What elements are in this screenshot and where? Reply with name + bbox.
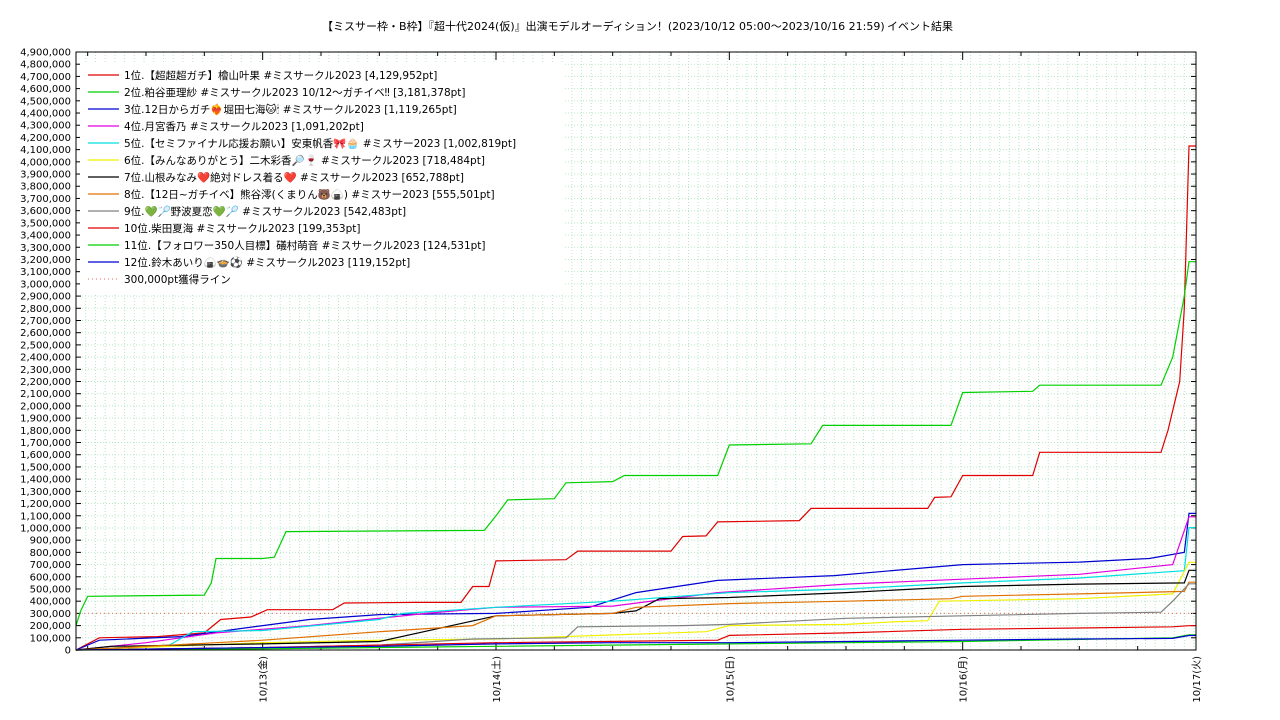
y-tick-label: 400,000	[30, 597, 71, 608]
y-tick-label: 1,100,000	[20, 511, 71, 522]
series-line-6	[75, 561, 1196, 651]
y-tick-label: 4,700,000	[20, 72, 71, 83]
y-tick-label: 2,500,000	[20, 340, 71, 351]
y-tick-label: 3,200,000	[20, 255, 71, 266]
y-tick-label: 4,900,000	[20, 48, 71, 59]
legend-entry-11: 11位.【フォロワー350人目標】礒村萌音 #ミスサークル2023 [124,5…	[124, 239, 486, 252]
series-line-12	[75, 634, 1196, 651]
y-tick-label: 1,700,000	[20, 438, 71, 449]
x-tick-label: 10/17(火)	[1191, 656, 1203, 703]
y-tick-label: 4,000,000	[20, 157, 71, 168]
y-tick-label: 800,000	[30, 548, 71, 559]
legend-entry-1: 1位.【超超超ガチ】檜山叶果 #ミスサークル2023 [4,129,952pt]	[124, 69, 437, 82]
legend-entry-4: 4位.月宮香乃 #ミスサークル2023 [1,091,202pt]	[124, 120, 364, 133]
y-tick-label: 4,600,000	[20, 84, 71, 95]
series-line-1	[75, 145, 1196, 651]
y-tick-label: 3,400,000	[20, 231, 71, 242]
plot-frame	[75, 51, 1197, 651]
y-tick-label: 1,500,000	[20, 462, 71, 473]
y-tick-label: 900,000	[30, 536, 71, 547]
y-tick-label: 1,300,000	[20, 487, 71, 498]
series-lines	[75, 145, 1196, 651]
y-tick-label: 3,700,000	[20, 194, 71, 205]
x-tick-label: 10/16(月)	[958, 656, 970, 703]
y-tick-label: 4,200,000	[20, 133, 71, 144]
y-tick-label: 1,800,000	[20, 426, 71, 437]
legend: 1位.【超超超ガチ】檜山叶果 #ミスサークル2023 [4,129,952pt]…	[80, 62, 565, 294]
legend-entry-6: 6位.【みんなありがとう】二木彩香🔎🍷 #ミスサークル2023 [718,484…	[124, 153, 485, 167]
x-tick-label: 10/13(金)	[257, 656, 270, 703]
y-tick-label: 3,900,000	[20, 170, 71, 181]
legend-entry-12: 12位.鈴木あいり🍙🍲⚽ #ミスサークル2023 [119,152pt]	[124, 256, 410, 269]
y-tick-label: 3,800,000	[20, 182, 71, 193]
y-tick-label: 2,800,000	[20, 304, 71, 315]
y-tick-label: 300,000	[30, 609, 71, 620]
series-line-7	[75, 569, 1196, 651]
legend-entry-7: 7位.山根みなみ❤️絶対ドレス着る❤️ #ミスサークル2023 [652,788…	[124, 171, 464, 184]
y-tick-label: 1,200,000	[20, 499, 71, 510]
y-tick-label: 1,900,000	[20, 414, 71, 425]
y-tick-label: 1,400,000	[20, 475, 71, 486]
series-line-9	[75, 583, 1196, 651]
legend-box	[80, 62, 565, 294]
y-tick-label: 3,600,000	[20, 206, 71, 217]
y-tick-label: 4,800,000	[20, 60, 71, 71]
y-tick-label: 500,000	[30, 584, 71, 595]
x-tick-label: 10/14(土)	[490, 656, 503, 703]
y-tick-label: 2,400,000	[20, 353, 71, 364]
y-tick-label: 700,000	[30, 560, 71, 571]
y-tick-label: 3,000,000	[20, 279, 71, 290]
legend-entry-2: 2位.粕谷亜理紗 #ミスサークル2023 10/12〜ガチイベ‼ [3,181,…	[124, 86, 466, 99]
chart-title: 【ミスサー枠・B枠】『超十代2024(仮)』出演モデルオーディション！(2023…	[322, 19, 885, 33]
y-tick-label: 2,700,000	[20, 316, 71, 327]
series-line-10	[75, 625, 1196, 651]
y-tick-label: 4,100,000	[20, 145, 71, 156]
series-line-8	[75, 581, 1196, 651]
y-tick-label: 4,500,000	[20, 96, 71, 107]
legend-entry-13: 300,000pt獲得ライン	[124, 273, 231, 286]
y-tick-label: 2,000,000	[20, 401, 71, 412]
legend-entry-10: 10位.柴田夏海 #ミスサークル2023 [199,353pt]	[124, 222, 360, 235]
legend-entry-8: 8位.【12日~ガチイベ】熊谷澪(くまりん🐻🍙) #ミスサー2023 [555,…	[124, 188, 495, 201]
x-axis: 10/13(金) 10/14(土) 10/15(日) 10/16(月) 10/17(火)	[87, 52, 1203, 703]
chart-subtitle: イベント結果	[887, 19, 953, 33]
y-tick-label: 600,000	[30, 572, 71, 583]
legend-entry-3: 3位.12日からガチ❤‍🔥堀田七海🐱🕯 #ミスサークル2023 [1,119,2…	[124, 103, 457, 116]
series-line-11	[75, 634, 1196, 651]
y-tick-label: 2,900,000	[20, 292, 71, 303]
legend-entry-9: 9位.💚🏸野波夏恋💚🏸 #ミスサークル2023 [542,483pt]	[124, 204, 406, 218]
y-tick-label: 0	[65, 646, 71, 657]
y-tick-label: 200,000	[30, 621, 71, 632]
y-tick-label: 2,100,000	[20, 389, 71, 400]
y-tick-label: 1,600,000	[20, 450, 71, 461]
series-line-5	[75, 527, 1196, 651]
y-tick-label: 2,300,000	[20, 365, 71, 376]
legend-entry-5: 5位.【セミファイナル応援お願い】安東帆香🎀🧁 #ミスサー2023 [1,002…	[124, 137, 516, 150]
y-tick-label: 3,300,000	[20, 243, 71, 254]
y-tick-label: 3,500,000	[20, 218, 71, 229]
series-line-3	[75, 512, 1196, 651]
series-line-4	[75, 516, 1196, 651]
y-tick-label: 4,300,000	[20, 121, 71, 132]
y-tick-label: 2,600,000	[20, 328, 71, 339]
series-line-2	[75, 261, 1196, 626]
y-tick-label: 100,000	[30, 633, 71, 644]
x-tick-label: 10/15(日)	[725, 656, 736, 703]
y-tick-label: 4,400,000	[20, 109, 71, 120]
y-tick-label: 1,000,000	[20, 523, 71, 534]
y-tick-label: 3,100,000	[20, 267, 71, 278]
y-tick-label: 2,200,000	[20, 377, 71, 388]
